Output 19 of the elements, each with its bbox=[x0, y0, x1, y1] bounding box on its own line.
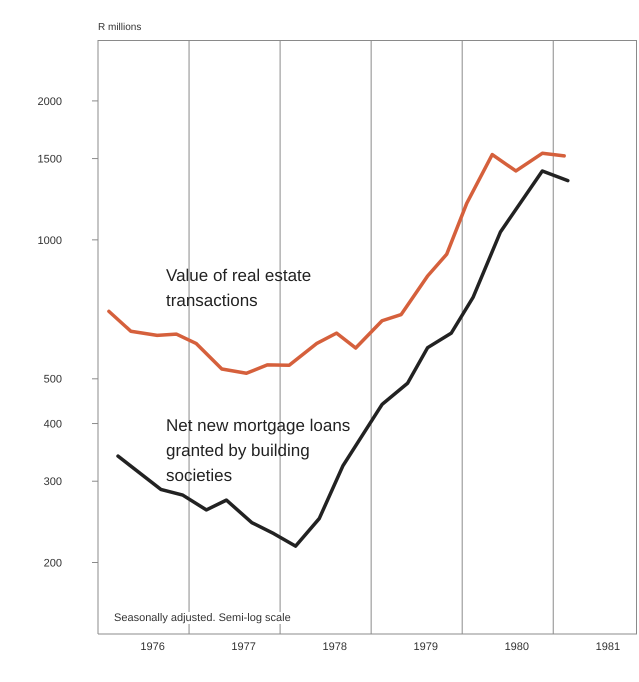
x-tick-label: 1978 bbox=[322, 640, 347, 653]
x-tick-label: 1980 bbox=[504, 640, 530, 653]
y-tick-label: 2000 bbox=[38, 96, 62, 108]
series-label: Value of real estate transactions bbox=[166, 265, 312, 312]
y-tick-label: 1000 bbox=[38, 234, 62, 247]
series-label: Net new mortgage loans granted by building societies bbox=[166, 415, 352, 487]
annotation: Seasonally adjusted. Semi-log scale bbox=[112, 612, 293, 624]
y-axis-title: R millions bbox=[98, 22, 142, 33]
x-tick-label: 1981 bbox=[596, 640, 620, 653]
y-tick-label: 300 bbox=[44, 476, 62, 488]
y-tick-label: 200 bbox=[44, 557, 62, 570]
y-tick-label: 1500 bbox=[38, 153, 62, 166]
line-series bbox=[107, 152, 566, 376]
x-tick-label: 1979 bbox=[414, 640, 438, 653]
y-tick-label: 400 bbox=[44, 418, 62, 430]
x-tick-label: 1977 bbox=[231, 640, 256, 653]
line-series bbox=[116, 169, 570, 548]
x-tick-label: 1976 bbox=[140, 640, 165, 653]
y-tick-label: 500 bbox=[44, 374, 62, 386]
